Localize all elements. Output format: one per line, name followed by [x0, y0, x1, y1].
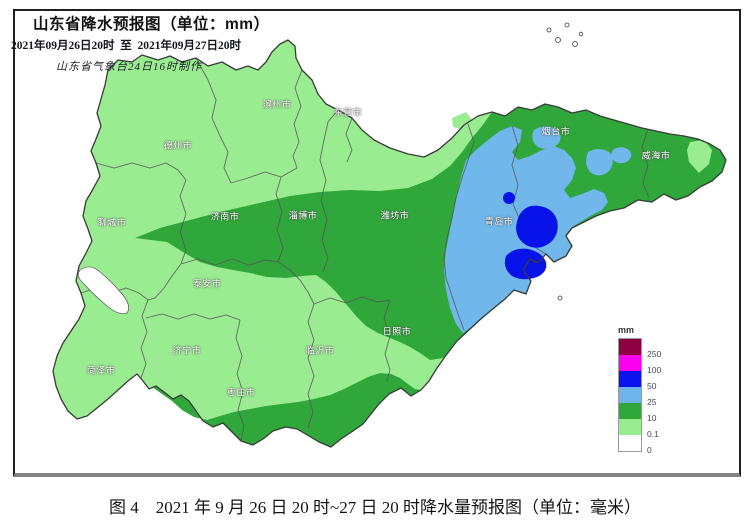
city-label-weifang: 潍坊市 — [380, 210, 410, 221]
legend-swatch-25 — [619, 387, 641, 403]
legend-unit-label: mm — [618, 325, 635, 335]
legend-swatch-100 — [619, 355, 641, 371]
legend-color-column — [618, 338, 642, 452]
city-label-linyi: 临沂市 — [305, 345, 335, 356]
issued-by: 山东省气象台24日16时制作 — [56, 61, 202, 73]
legend-value-100: 100 — [647, 365, 662, 375]
legend-value-0.1: 0.1 — [647, 429, 659, 439]
figure-caption: 图 4 2021 年 9 月 26 日 20 时~27 日 20 时降水量预报图… — [109, 498, 641, 517]
city-label-yantai: 烟台市 — [541, 126, 571, 137]
legend-swatch-10 — [619, 403, 641, 419]
legend-swatch-50 — [619, 371, 641, 387]
legend-value-0: 0 — [647, 445, 652, 455]
city-label-dongying: 东营市 — [333, 107, 363, 118]
city-label-rizhao: 日照市 — [382, 326, 412, 337]
city-label-liaocheng: 聊城市 — [97, 217, 127, 228]
legend-value-50: 50 — [647, 381, 657, 391]
city-label-taian: 泰安市 — [192, 278, 222, 289]
legend-value-25: 25 — [647, 397, 657, 407]
legend-swatch-0 — [619, 435, 641, 451]
city-label-jinan: 济南市 — [210, 211, 240, 222]
city-label-binzhou: 滨州市 — [262, 99, 292, 110]
legend-value-10: 10 — [647, 413, 657, 423]
legend-swatch-250 — [619, 339, 641, 355]
map-title: 山东省降水预报图（单位：mm） — [33, 16, 270, 33]
city-label-zaozhuang: 枣庄市 — [226, 387, 256, 398]
forecast-period: 2021年09月26日20时 至 2021年09月27日20时 — [11, 40, 241, 52]
city-label-jining: 济宁市 — [172, 345, 202, 356]
precipitation-legend: mm 250 100 50 25 10 0.1 0 — [616, 325, 678, 457]
legend-swatch-0.1 — [619, 419, 641, 435]
city-label-zibo: 淄博市 — [288, 210, 318, 221]
legend-value-250: 250 — [647, 349, 662, 359]
city-label-qingdao: 青岛市 — [484, 216, 514, 227]
city-label-weihai: 威海市 — [641, 150, 671, 161]
city-label-heze: 菏泽市 — [86, 365, 116, 376]
city-label-dezhou: 德州市 — [163, 140, 193, 151]
